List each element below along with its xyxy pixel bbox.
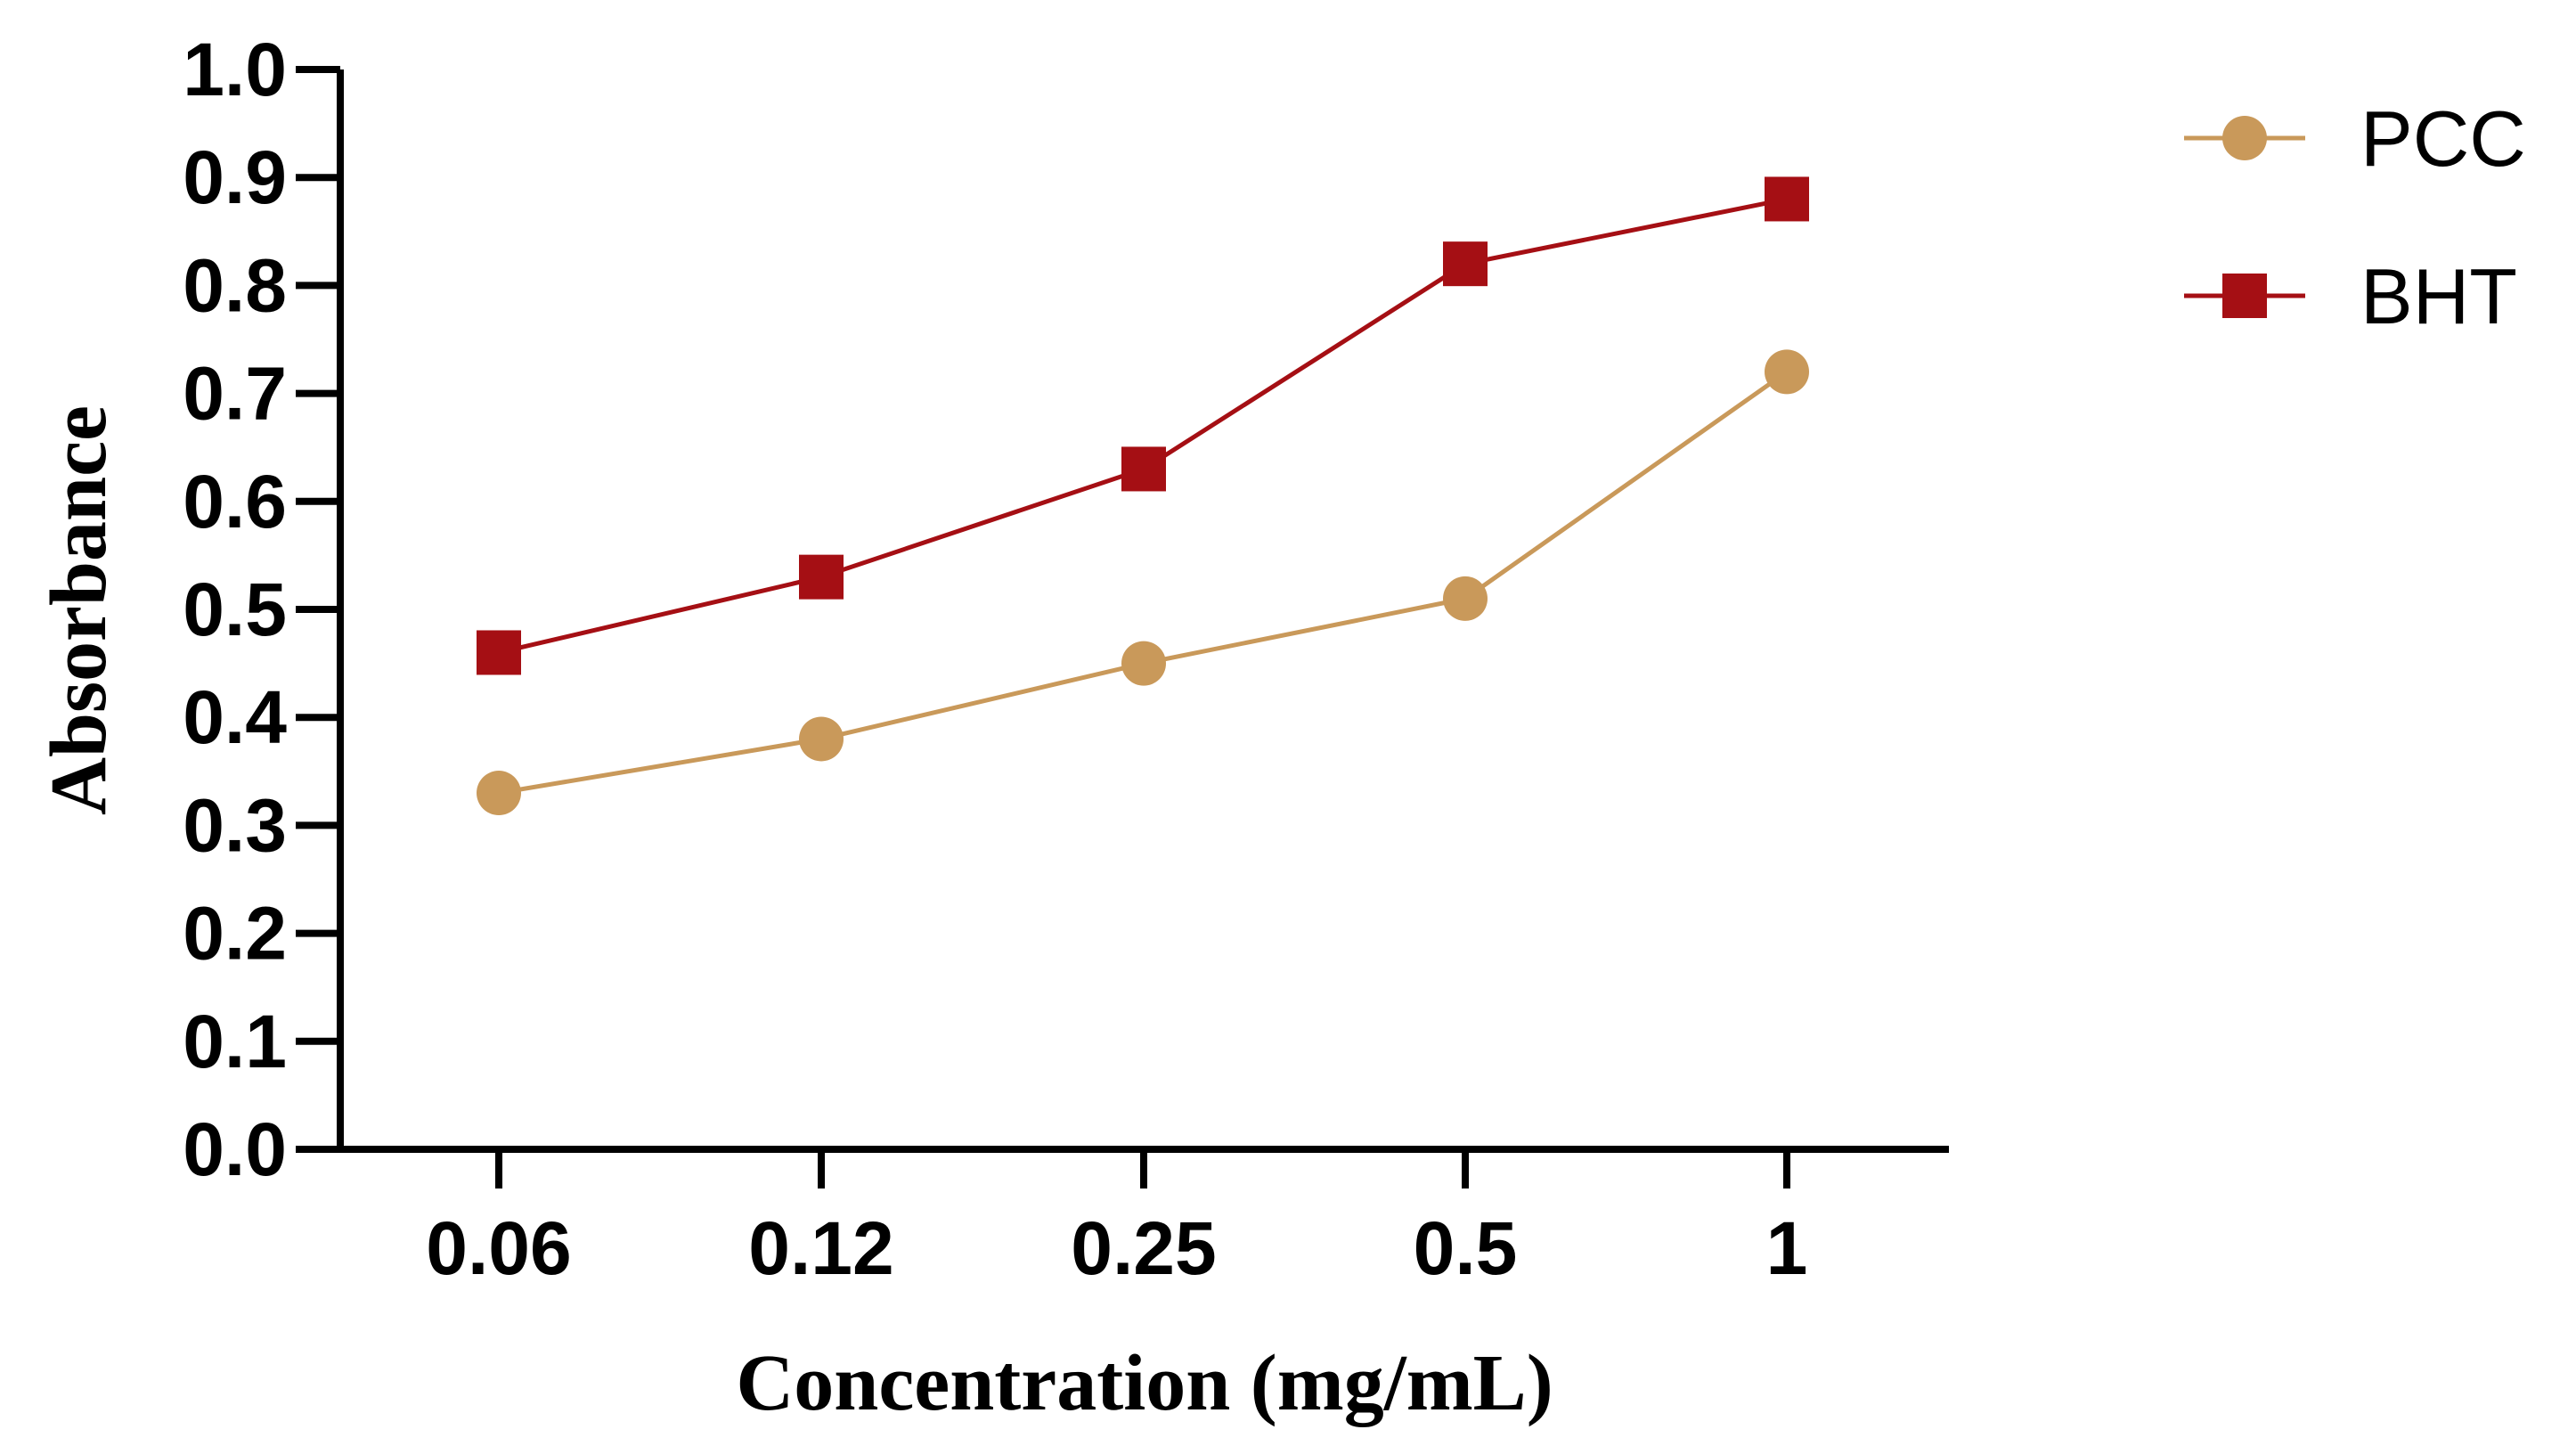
pcc-data-point bbox=[1121, 641, 1166, 686]
bht-data-point bbox=[1443, 241, 1488, 287]
x-tick-label: 0.12 bbox=[748, 1206, 894, 1290]
y-tick-label: 0.6 bbox=[183, 460, 287, 543]
pcc-data-point bbox=[477, 771, 521, 816]
y-tick-label: 1.0 bbox=[183, 28, 287, 111]
pcc-data-point bbox=[1765, 349, 1809, 395]
legend-marker-circle bbox=[2222, 116, 2267, 160]
x-tick-label: 1 bbox=[1766, 1206, 1808, 1290]
y-tick-label: 0.1 bbox=[183, 1000, 287, 1083]
plot-area: 0.00.10.20.30.40.50.60.70.80.91.0 0.06 0.… bbox=[183, 28, 1949, 1290]
legend-item-pcc: PCC bbox=[2184, 94, 2526, 183]
legend-label: PCC bbox=[2360, 94, 2526, 183]
y-tick-label: 0.8 bbox=[183, 243, 287, 327]
bht-data-point bbox=[799, 554, 844, 600]
bht-data-point bbox=[1121, 446, 1166, 492]
y-tick-label: 0.4 bbox=[183, 675, 287, 759]
series-layer bbox=[477, 176, 1809, 816]
bht-series-line bbox=[498, 196, 1788, 655]
y-tick-label: 0.9 bbox=[183, 135, 287, 219]
y-axis-ticks: 0.0 0.1 0.2 0.3 0.4 0.5 0.6 0.7 0.8 0.9 1.0 bbox=[183, 28, 340, 1191]
x-axis-ticks: 0.06 0.12 0.25 0.5 1 bbox=[426, 1149, 1807, 1290]
y-tick-label: 0.2 bbox=[183, 892, 287, 976]
x-axis-title: Concentration (mg/mL) bbox=[736, 1339, 1553, 1427]
legend-item-bht: BHT bbox=[2184, 252, 2517, 340]
pcc-series-line bbox=[498, 370, 1789, 796]
bht-data-point bbox=[477, 630, 521, 675]
bht-data-point bbox=[1765, 176, 1809, 222]
legend-label: BHT bbox=[2360, 252, 2517, 340]
y-tick-label: 0.5 bbox=[183, 568, 287, 651]
y-tick-label: 0.7 bbox=[183, 352, 287, 436]
pcc-data-point bbox=[799, 716, 844, 762]
y-axis-title: Absorbance bbox=[35, 405, 123, 815]
y-tick-label: 0.0 bbox=[183, 1107, 287, 1191]
x-tick-label: 0.06 bbox=[426, 1206, 572, 1290]
x-tick-label: 0.5 bbox=[1414, 1206, 1518, 1290]
y-tick-label: 0.3 bbox=[183, 783, 287, 867]
legend-marker-square bbox=[2222, 274, 2267, 318]
pcc-data-point bbox=[1443, 576, 1488, 621]
x-tick-label: 0.25 bbox=[1071, 1206, 1217, 1290]
legend: PCC BHT bbox=[2184, 94, 2526, 340]
